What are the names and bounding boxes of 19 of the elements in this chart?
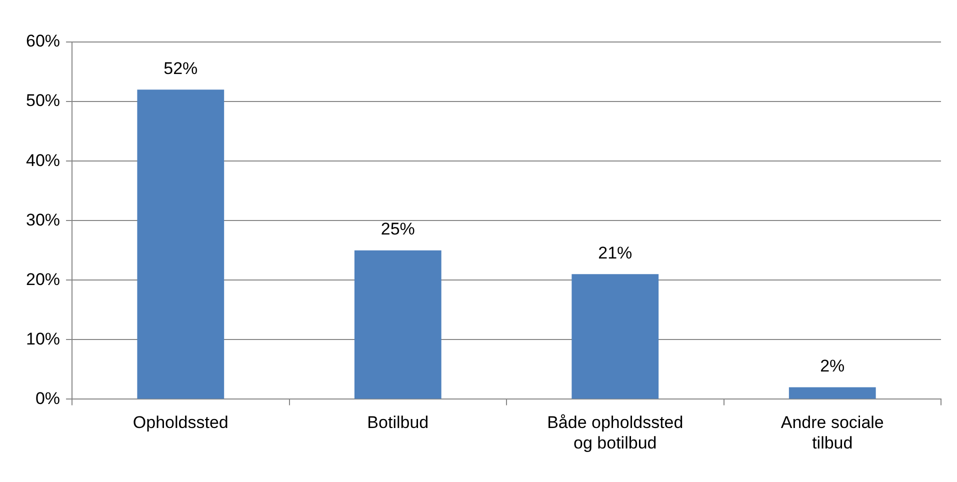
data-label: 52% — [164, 58, 198, 78]
y-tick-label: 10% — [26, 329, 60, 348]
bar — [354, 250, 442, 399]
data-label: 2% — [820, 356, 845, 376]
data-label: 21% — [598, 243, 632, 262]
y-tick-label: 20% — [26, 270, 60, 289]
y-tick-label: 50% — [26, 91, 60, 110]
y-tick-label: 60% — [26, 32, 60, 51]
x-tick-label: Botilbud — [367, 413, 429, 432]
bar — [572, 274, 659, 399]
x-tick-label: Andre sociale tilbud — [780, 413, 884, 452]
x-tick-label: Opholdssted — [132, 413, 228, 432]
y-tick-label: 40% — [26, 150, 60, 170]
bar — [137, 90, 224, 399]
data-label: 25% — [380, 220, 415, 239]
x-tick-label: Både opholdssted og botilbud — [547, 413, 684, 452]
y-tick-label: 0% — [35, 388, 60, 408]
bar — [788, 387, 876, 399]
y-tick-label: 30% — [26, 210, 60, 230]
